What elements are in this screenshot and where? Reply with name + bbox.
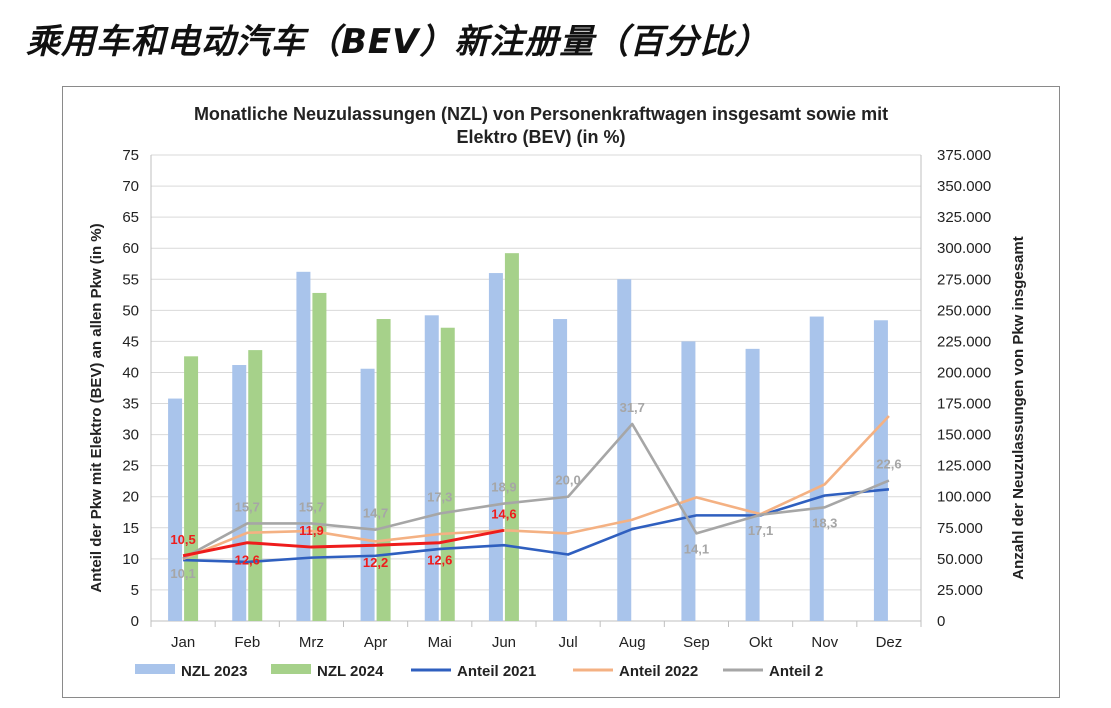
right-tick-label: 250.000 [937, 302, 991, 319]
chart-subtitle: Elektro (BEV) (in %) [456, 127, 625, 147]
left-tick-label: 35 [122, 396, 139, 413]
data-label-anteil-2023: 15,7 [235, 499, 260, 514]
chart-title: Monatliche Neuzulassungen (NZL) von Pers… [194, 104, 888, 124]
bar-nzl-2023 [809, 316, 824, 621]
data-label-anteil-2023: 14,7 [363, 506, 388, 521]
data-label-anteil-2024: 14,6 [491, 506, 516, 521]
left-tick-label: 45 [122, 333, 139, 350]
legend-label: Anteil 2022 [619, 663, 698, 680]
left-tick-label: 75 [122, 147, 139, 164]
bar-nzl-2024 [248, 350, 263, 621]
right-tick-label: 175.000 [937, 396, 991, 413]
x-tick-label: Dez [876, 634, 903, 651]
line-anteil-2021 [183, 487, 890, 564]
left-tick-label: 10 [122, 551, 139, 568]
chart-svg: Monatliche Neuzulassungen (NZL) von Pers… [88, 104, 1027, 680]
left-tick-label: 20 [122, 489, 139, 506]
y-axis-right-title: Anzahl der Neuzulassungen von Pkw insges… [1010, 236, 1027, 579]
left-tick-label: 15 [122, 520, 139, 537]
bar-nzl-2023 [873, 320, 888, 621]
data-label-anteil-2023: 31,7 [620, 400, 645, 415]
data-label-anteil-2023: 18,3 [812, 515, 837, 530]
right-tick-label: 225.000 [937, 333, 991, 350]
bar-nzl-2023 [553, 319, 568, 621]
data-label-anteil-2024: 12,6 [235, 553, 260, 568]
x-tick-label: Jul [558, 634, 577, 651]
data-label-anteil-2024: 12,6 [427, 553, 452, 568]
bar-nzl-2023 [168, 398, 183, 621]
bar-nzl-2024 [312, 292, 327, 621]
data-label-anteil-2023: 20,0 [555, 473, 580, 488]
x-tick-label: Mai [428, 634, 452, 651]
legend-label: NZL 2023 [181, 663, 247, 680]
right-tick-label: 375.000 [937, 147, 991, 164]
chart-frame: Monatliche Neuzulassungen (NZL) von Pers… [62, 86, 1060, 698]
line-anteil-2022 [182, 415, 890, 561]
right-tick-label: 300.000 [937, 240, 991, 257]
left-tick-label: 0 [131, 613, 139, 630]
data-label-anteil-2023: 17,1 [748, 523, 773, 538]
line-anteil-2023 [182, 422, 890, 560]
left-tick-label: 60 [122, 240, 139, 257]
left-tick-label: 30 [122, 427, 139, 444]
y-axis-left-title: Anteil der Pkw mit Elektro (BEV) an alle… [88, 223, 105, 592]
right-tick-label: 150.000 [937, 427, 991, 444]
left-tick-label: 65 [122, 209, 139, 226]
right-tick-label: 25.000 [937, 582, 983, 599]
bar-nzl-2024 [376, 319, 391, 621]
x-tick-label: Aug [619, 634, 646, 651]
right-tick-label: 125.000 [937, 458, 991, 475]
legend-swatch [271, 664, 311, 674]
bar-nzl-2023 [488, 273, 503, 621]
x-tick-label: Apr [364, 634, 387, 651]
right-tick-label: 75.000 [937, 520, 983, 537]
left-tick-label: 25 [122, 458, 139, 475]
x-tick-label: Mrz [299, 634, 324, 651]
data-label-anteil-2023: 18,9 [491, 480, 516, 495]
data-label-anteil-2023: 15,7 [299, 499, 324, 514]
legend-label: NZL 2024 [317, 663, 384, 680]
data-label-anteil-2024: 10,5 [170, 532, 195, 547]
right-tick-label: 0 [937, 613, 945, 630]
bar-nzl-2024 [184, 356, 199, 621]
left-tick-label: 70 [122, 178, 139, 195]
page-title: 乘用车和电动汽车（BEV）新注册量（百分比） [26, 22, 770, 62]
legend-swatch [135, 664, 175, 674]
bar-nzl-2024 [440, 327, 455, 621]
bar-nzl-2023 [360, 368, 375, 621]
line-anteil-2024 [182, 528, 505, 558]
bar-nzl-2023 [296, 271, 311, 621]
x-tick-label: Okt [749, 634, 773, 651]
bar-nzl-2023 [232, 365, 247, 621]
left-tick-label: 40 [122, 364, 139, 381]
data-label-anteil-2023: 17,3 [427, 490, 452, 505]
bar-nzl-2024 [504, 253, 519, 622]
right-tick-label: 50.000 [937, 551, 983, 568]
data-label-anteil-2024: 11,9 [299, 523, 324, 538]
bar-nzl-2023 [617, 279, 632, 621]
right-tick-label: 275.000 [937, 271, 991, 288]
data-label-anteil-2023: 22,6 [876, 457, 901, 472]
data-label-anteil-2023: 14,1 [684, 541, 709, 556]
right-tick-label: 350.000 [937, 178, 991, 195]
x-tick-label: Sep [683, 634, 710, 651]
x-tick-label: Nov [811, 634, 838, 651]
bar-nzl-2023 [745, 348, 760, 621]
right-tick-label: 100.000 [937, 489, 991, 506]
x-tick-label: Jun [492, 634, 516, 651]
bar-nzl-2023 [681, 341, 696, 621]
data-label-anteil-2023: 10,1 [170, 566, 195, 581]
left-tick-label: 5 [131, 582, 139, 599]
right-tick-label: 200.000 [937, 364, 991, 381]
left-tick-label: 50 [122, 302, 139, 319]
bar-nzl-2023 [424, 315, 439, 621]
data-label-anteil-2024: 12,2 [363, 555, 388, 570]
left-tick-label: 55 [122, 271, 139, 288]
x-tick-label: Jan [171, 634, 195, 651]
legend-label: Anteil 2 [769, 663, 823, 680]
right-tick-label: 325.000 [937, 209, 991, 226]
legend-label: Anteil 2021 [457, 663, 536, 680]
x-tick-label: Feb [234, 634, 260, 651]
